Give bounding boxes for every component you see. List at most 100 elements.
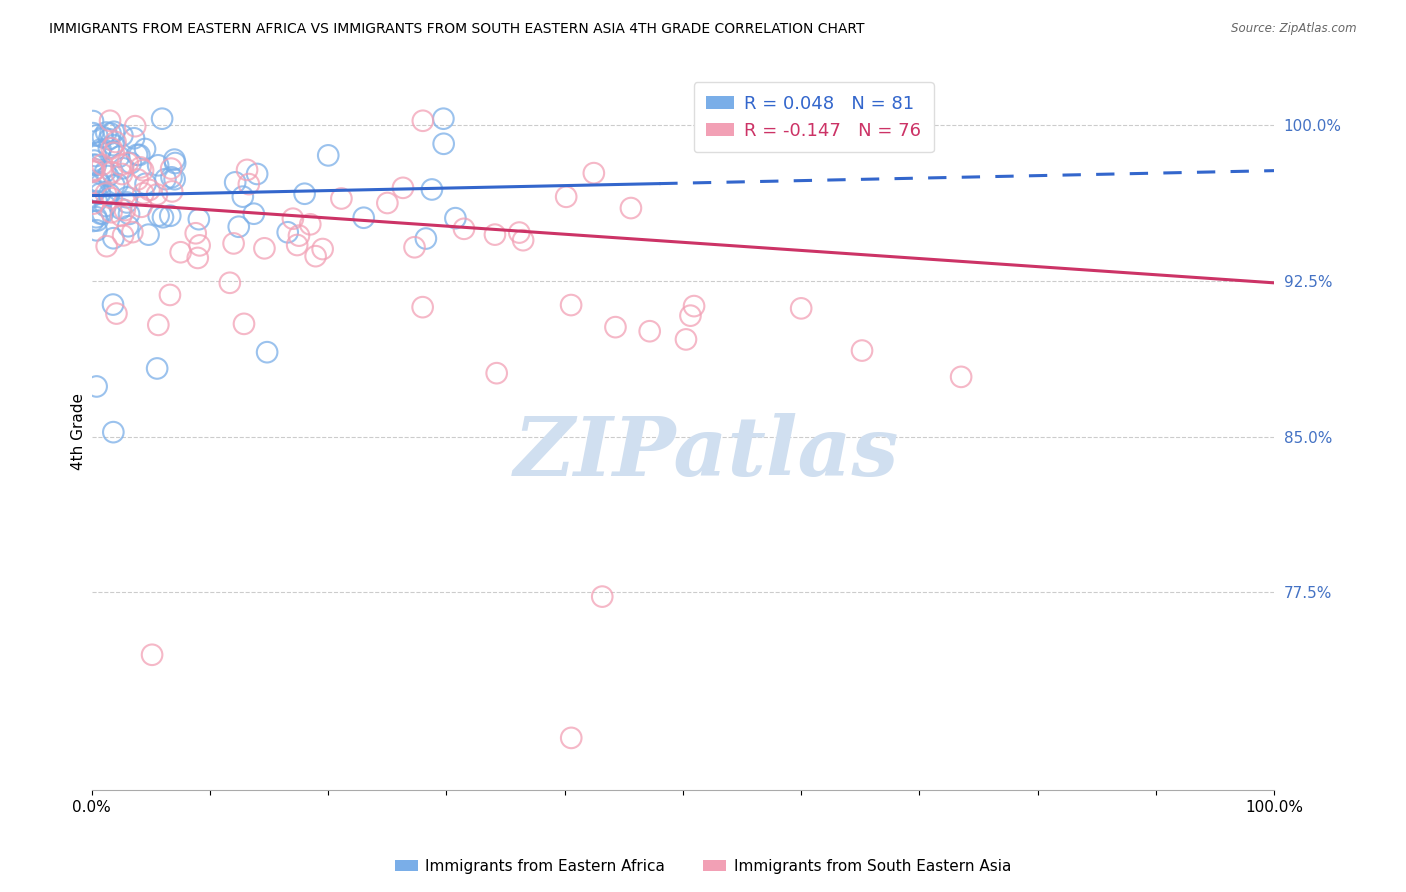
Point bbox=[84, 184, 107, 198]
Point bbox=[512, 233, 534, 247]
Point bbox=[89, 206, 111, 220]
Point bbox=[285, 238, 308, 252]
Point bbox=[163, 153, 186, 167]
Point bbox=[138, 183, 160, 197]
Point bbox=[555, 190, 578, 204]
Point bbox=[91, 130, 114, 145]
Point bbox=[110, 158, 132, 172]
Point bbox=[98, 132, 121, 146]
Point bbox=[232, 189, 254, 203]
Point bbox=[117, 156, 139, 170]
Point bbox=[184, 227, 207, 241]
Point bbox=[100, 127, 122, 141]
Point bbox=[412, 113, 434, 128]
Point bbox=[392, 181, 415, 195]
Point bbox=[288, 228, 311, 243]
Point bbox=[97, 169, 120, 183]
Point bbox=[127, 148, 149, 162]
Point bbox=[236, 162, 259, 177]
Point bbox=[135, 177, 157, 191]
Point bbox=[138, 227, 160, 242]
Point bbox=[128, 148, 150, 162]
Point bbox=[159, 288, 181, 302]
Point bbox=[148, 209, 170, 223]
Point bbox=[103, 178, 125, 192]
Point bbox=[82, 186, 104, 200]
Point bbox=[160, 170, 183, 185]
Point bbox=[100, 191, 122, 205]
Point bbox=[94, 186, 117, 201]
Point bbox=[103, 138, 125, 153]
Point bbox=[82, 158, 104, 172]
Point bbox=[86, 128, 108, 143]
Point bbox=[120, 156, 142, 170]
Point bbox=[98, 113, 121, 128]
Point bbox=[127, 172, 149, 186]
Point bbox=[103, 231, 125, 245]
Point bbox=[108, 150, 131, 164]
Point bbox=[277, 225, 299, 239]
Point bbox=[118, 207, 141, 221]
Point bbox=[508, 226, 530, 240]
Point bbox=[304, 249, 326, 263]
Point bbox=[96, 126, 118, 140]
Point bbox=[294, 186, 316, 201]
Point bbox=[160, 161, 183, 176]
Point bbox=[311, 242, 333, 256]
Point bbox=[415, 231, 437, 245]
Point bbox=[82, 214, 104, 228]
Point bbox=[105, 307, 128, 321]
Point bbox=[485, 366, 508, 380]
Text: IMMIGRANTS FROM EASTERN AFRICA VS IMMIGRANTS FROM SOUTH EASTERN ASIA 4TH GRADE C: IMMIGRANTS FROM EASTERN AFRICA VS IMMIGR… bbox=[49, 22, 865, 37]
Point bbox=[103, 145, 125, 160]
Point bbox=[851, 343, 873, 358]
Point bbox=[165, 156, 187, 170]
Point bbox=[87, 175, 110, 189]
Point bbox=[187, 251, 209, 265]
Point bbox=[91, 158, 114, 172]
Point bbox=[131, 200, 153, 214]
Point bbox=[146, 187, 169, 202]
Point bbox=[100, 205, 122, 219]
Point bbox=[146, 361, 169, 376]
Point bbox=[82, 196, 104, 211]
Point bbox=[86, 379, 108, 393]
Point bbox=[82, 126, 104, 140]
Point bbox=[82, 164, 104, 178]
Point bbox=[86, 213, 108, 227]
Point bbox=[90, 143, 112, 157]
Point bbox=[82, 114, 104, 128]
Point bbox=[89, 145, 111, 159]
Point bbox=[253, 241, 276, 255]
Point bbox=[683, 299, 706, 313]
Point bbox=[950, 369, 973, 384]
Point bbox=[97, 141, 120, 155]
Point bbox=[107, 177, 129, 191]
Point bbox=[238, 177, 260, 191]
Point bbox=[638, 324, 661, 338]
Point bbox=[187, 212, 209, 227]
Point bbox=[98, 187, 121, 202]
Point bbox=[122, 131, 145, 145]
Point bbox=[330, 192, 353, 206]
Point bbox=[582, 166, 605, 180]
Point bbox=[233, 317, 256, 331]
Point bbox=[134, 142, 156, 156]
Point bbox=[84, 158, 107, 172]
Point bbox=[89, 186, 111, 201]
Point bbox=[101, 297, 124, 311]
Point bbox=[224, 175, 246, 189]
Point bbox=[111, 167, 134, 181]
Point bbox=[86, 223, 108, 237]
Point bbox=[605, 320, 627, 334]
Point bbox=[112, 228, 135, 243]
Point bbox=[150, 112, 173, 126]
Point bbox=[91, 207, 114, 221]
Point bbox=[103, 125, 125, 139]
Point bbox=[110, 202, 132, 216]
Point bbox=[353, 211, 375, 225]
Point bbox=[84, 149, 107, 163]
Point bbox=[679, 309, 702, 323]
Point bbox=[132, 186, 155, 201]
Point bbox=[148, 318, 170, 332]
